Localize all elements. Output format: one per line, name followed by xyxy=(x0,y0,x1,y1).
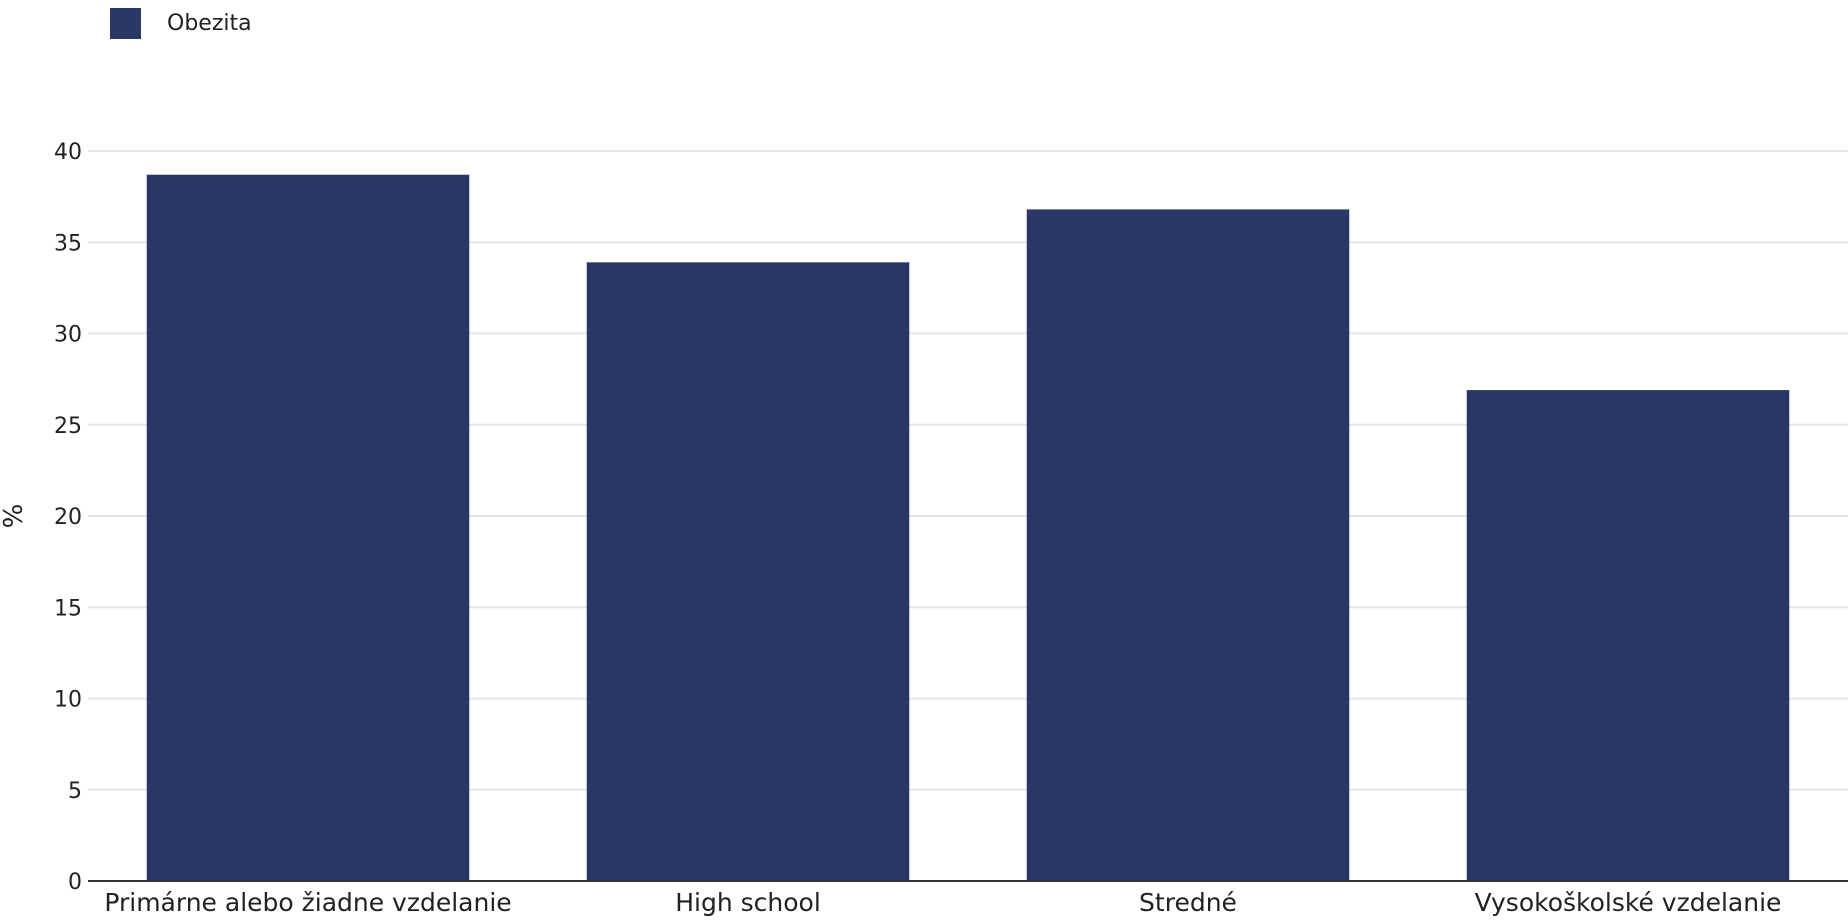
y-tick-label: 35 xyxy=(54,231,82,256)
x-category-label: Stredné xyxy=(1139,888,1237,917)
legend: Obezita xyxy=(110,8,252,39)
y-axis-title: % xyxy=(0,504,29,529)
x-category-label: Vysokoškolské vzdelanie xyxy=(1475,888,1782,917)
bar xyxy=(586,262,910,881)
y-tick-label: 30 xyxy=(54,323,82,348)
y-tick-label: 5 xyxy=(68,779,82,804)
y-tick-label: 10 xyxy=(54,688,82,713)
bar xyxy=(1026,209,1350,881)
bar xyxy=(1466,390,1790,881)
x-category-label: Primárne alebo žiadne vzdelanie xyxy=(104,888,511,917)
y-tick-labels: 0 5 10 15 20 25 30 35 40 xyxy=(54,140,82,895)
y-tick-label: 20 xyxy=(54,505,82,530)
x-category-label: High school xyxy=(675,888,821,917)
bar xyxy=(146,174,470,882)
y-tick-label: 15 xyxy=(54,596,82,621)
y-tick-label: 40 xyxy=(54,140,82,165)
x-category-labels: Primárne alebo žiadne vzdelanie High scho… xyxy=(104,888,1781,917)
legend-swatch xyxy=(110,8,141,39)
y-tick-label: 25 xyxy=(54,414,82,439)
legend-label: Obezita xyxy=(167,11,252,36)
bars xyxy=(146,174,1790,882)
y-tick-label: 0 xyxy=(68,870,82,895)
